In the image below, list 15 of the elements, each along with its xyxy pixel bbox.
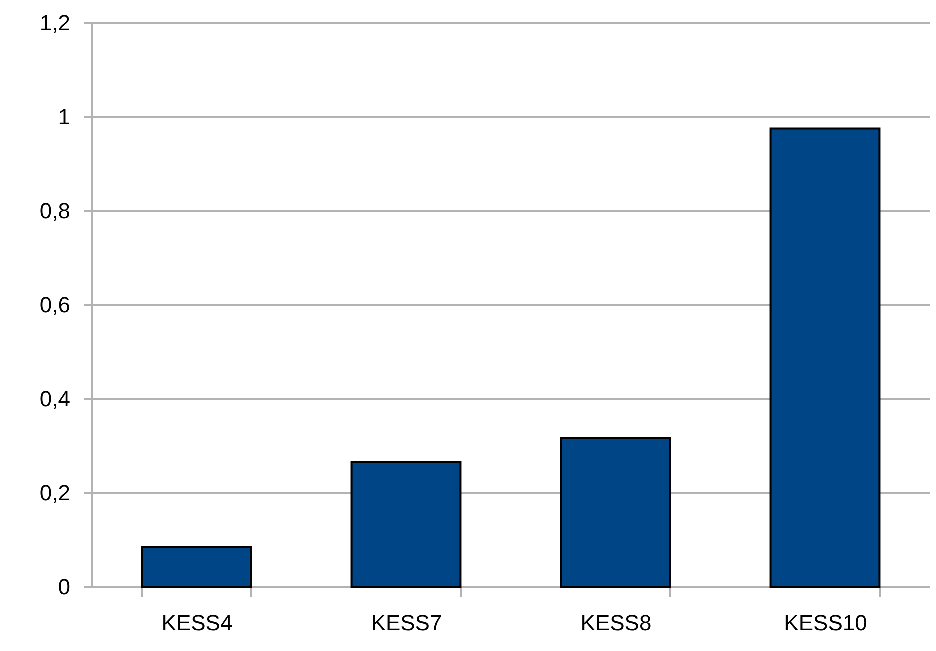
x-tick-label: KESS8 <box>580 610 652 636</box>
x-tick-label: KESS10 <box>784 610 868 636</box>
bar <box>770 128 881 588</box>
y-tick-label: 1,2 <box>40 10 70 36</box>
y-tick-label: 0,6 <box>40 292 70 318</box>
y-tick-label: 0 <box>58 574 70 600</box>
y-tick-label: 0,2 <box>40 480 70 506</box>
y-tick-label: 1 <box>58 104 70 130</box>
y-tick-label: 0,4 <box>40 386 70 412</box>
y-tick-label: 0,8 <box>40 198 70 224</box>
bar <box>560 437 672 588</box>
bar <box>141 546 252 588</box>
x-tick-label: KESS7 <box>371 610 442 636</box>
bar <box>350 461 462 588</box>
x-tick-label: KESS4 <box>162 610 233 636</box>
